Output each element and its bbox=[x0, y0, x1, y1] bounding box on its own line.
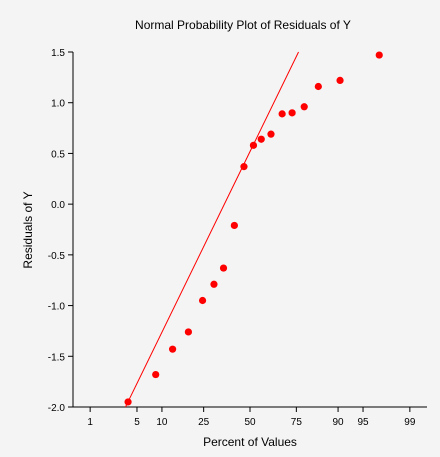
y-tick-label: -0.5 bbox=[48, 251, 66, 262]
y-axis-ticks: -2.0 -1.5 -1.0 -0.5 0.0 0.5 1.0 1.5 bbox=[48, 48, 73, 414]
x-tick-label: 10 bbox=[156, 417, 168, 428]
data-point bbox=[152, 370, 160, 379]
data-point bbox=[219, 264, 228, 272]
x-tick-label: 5 bbox=[134, 417, 140, 428]
x-tick-label: 25 bbox=[198, 417, 210, 428]
data-point bbox=[267, 130, 275, 138]
y-axis-label: Residuals of Y bbox=[21, 191, 35, 268]
data-point bbox=[210, 280, 218, 288]
data-point bbox=[288, 109, 296, 117]
data-point bbox=[257, 135, 265, 143]
x-tick-label: 75 bbox=[291, 417, 303, 428]
x-tick-label: 95 bbox=[357, 417, 369, 428]
y-tick-label: 1.0 bbox=[51, 99, 65, 110]
data-point bbox=[184, 328, 192, 336]
x-tick-label: 90 bbox=[333, 417, 345, 428]
data-point bbox=[240, 163, 248, 171]
data-point bbox=[124, 398, 132, 406]
chart-title: Normal Probability Plot of Residuals of … bbox=[135, 18, 351, 32]
data-point bbox=[375, 51, 383, 59]
data-point bbox=[249, 141, 258, 149]
x-axis-label: Percent of Values bbox=[203, 435, 297, 449]
x-tick-label: 1 bbox=[87, 417, 93, 428]
reference-line-group bbox=[125, 51, 299, 408]
data-point bbox=[278, 110, 286, 118]
reference-line bbox=[125, 51, 299, 408]
data-point bbox=[314, 82, 322, 91]
x-axis-ticks: 1 5 10 25 50 75 90 95 99 bbox=[87, 407, 416, 428]
x-tick-label: 50 bbox=[244, 417, 256, 428]
y-tick-label: 0.0 bbox=[51, 200, 65, 211]
data-point bbox=[198, 296, 207, 305]
data-point bbox=[168, 345, 177, 353]
data-points bbox=[124, 51, 383, 406]
data-point bbox=[336, 76, 344, 84]
data-point bbox=[230, 221, 238, 230]
data-point bbox=[300, 103, 308, 111]
y-tick-label: -1.5 bbox=[48, 352, 66, 363]
y-tick-label: -2.0 bbox=[48, 403, 66, 414]
y-tick-label: 1.5 bbox=[51, 48, 65, 59]
y-tick-label: 0.5 bbox=[51, 149, 65, 160]
y-tick-label: -1.0 bbox=[48, 302, 66, 313]
x-tick-label: 99 bbox=[404, 417, 416, 428]
